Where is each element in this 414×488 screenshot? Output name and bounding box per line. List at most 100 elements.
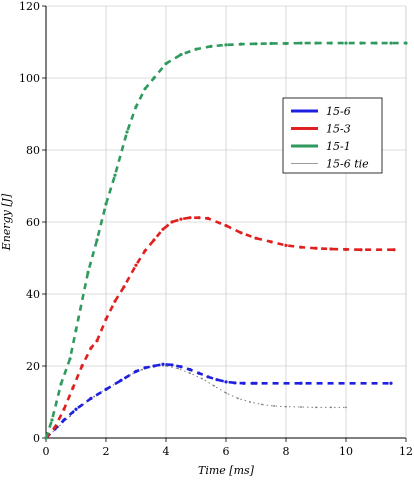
data-point [239, 231, 243, 235]
x-axis-title: Time [ms] [198, 464, 255, 477]
data-point [179, 365, 183, 369]
data-point [299, 245, 303, 249]
data-point [269, 240, 273, 244]
data-point [284, 41, 288, 46]
data-point [44, 436, 48, 440]
y-tick-label: 60 [26, 216, 40, 229]
y-tick-label: 40 [26, 288, 40, 301]
data-point [152, 238, 156, 242]
data-point [273, 405, 275, 407]
data-point [224, 43, 228, 47]
data-point [201, 377, 203, 380]
data-point [104, 387, 108, 391]
data-point [104, 317, 108, 321]
data-point [141, 368, 143, 371]
data-point [113, 173, 117, 177]
data-point [242, 381, 246, 385]
data-point [213, 384, 215, 387]
data-point [62, 407, 66, 411]
data-point [95, 339, 99, 343]
x-tick-label: 0 [43, 445, 50, 458]
data-point [74, 328, 78, 332]
data-point [344, 41, 348, 45]
y-tick-label: 120 [19, 0, 40, 13]
data-point [299, 381, 303, 385]
data-point [152, 76, 156, 80]
data-point [206, 216, 210, 220]
data-point [359, 41, 363, 45]
data-point [251, 381, 255, 385]
legend-box [282, 97, 383, 174]
x-tick-labels: 0 2 4 6 8 10 12 [43, 445, 414, 458]
data-point [59, 382, 63, 386]
data-point [125, 130, 129, 134]
data-point [314, 246, 318, 250]
legend-label: 15-6 [326, 105, 351, 118]
series-line [45, 216, 394, 439]
data-point [389, 41, 393, 45]
data-point [239, 42, 243, 46]
y-tick-label: 20 [26, 360, 40, 373]
legend-label: 15-1 [326, 140, 351, 153]
data-point [209, 44, 213, 48]
y-axis-title: Energy [J] [0, 193, 13, 251]
data-point [179, 217, 183, 221]
data-point [113, 299, 117, 303]
data-point [89, 346, 93, 350]
data-point [143, 249, 147, 253]
data-point [344, 247, 348, 251]
data-point [188, 368, 192, 372]
data-point [177, 367, 179, 370]
data-point [122, 285, 126, 289]
data-point [62, 418, 66, 422]
series-15-1 [44, 41, 408, 440]
series-layer [44, 41, 408, 440]
data-point [161, 362, 165, 366]
data-point [359, 248, 363, 252]
data-point [119, 378, 123, 382]
data-point [143, 366, 147, 370]
data-point [233, 381, 237, 385]
data-point [80, 364, 84, 368]
y-tick-label: 80 [26, 144, 40, 157]
data-point [134, 105, 138, 109]
data-point [89, 396, 93, 400]
y-tick-label: 0 [33, 432, 40, 445]
series-15-3 [44, 216, 396, 440]
data-point [143, 87, 147, 91]
data-point [164, 62, 168, 66]
data-point [330, 406, 332, 409]
data-point [170, 220, 174, 224]
data-point [170, 363, 174, 367]
x-tick-label: 6 [223, 445, 230, 458]
data-point [374, 41, 378, 45]
data-point [179, 53, 183, 57]
data-point [224, 380, 228, 384]
data-point [329, 41, 333, 45]
legend-label: 15-3 [326, 123, 351, 136]
data-point [285, 405, 287, 408]
data-point [93, 395, 95, 398]
data-point [215, 378, 219, 382]
data-point [329, 247, 333, 251]
data-point [389, 381, 393, 385]
data-point [225, 392, 227, 394]
data-point [188, 216, 192, 220]
data-point [284, 243, 288, 247]
x-tick-label: 4 [163, 445, 170, 458]
data-point [254, 236, 258, 240]
data-point [104, 202, 108, 206]
data-point [197, 216, 201, 220]
legend: 15-6 15-3 15-1 15-6 tie [282, 97, 383, 174]
data-point [71, 386, 75, 390]
data-point [152, 364, 156, 368]
y-tick-label: 100 [19, 72, 40, 85]
data-point [249, 401, 251, 403]
series-line [44, 41, 406, 439]
data-point [314, 41, 318, 45]
data-point [237, 397, 239, 400]
data-point [254, 42, 258, 46]
data-point [404, 41, 408, 45]
x-tick-label: 2 [103, 445, 110, 458]
